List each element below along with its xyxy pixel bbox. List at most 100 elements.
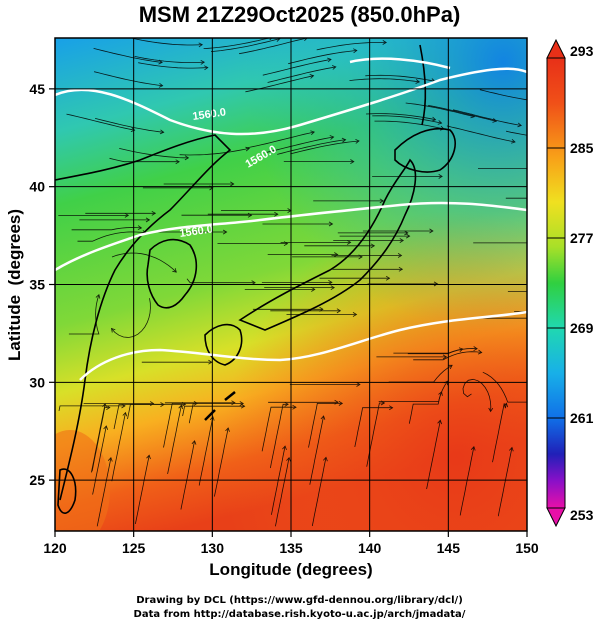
- streamline-arrow: [200, 59, 205, 65]
- streamline: [277, 139, 346, 155]
- streamline-arrow: [159, 129, 165, 135]
- streamline-arrow: [198, 42, 203, 48]
- streamline-arrow: [184, 155, 190, 161]
- streamline-arrow: [137, 225, 143, 231]
- streamline-arrow: [338, 401, 344, 406]
- streamline-arrow: [328, 280, 333, 285]
- honshu-coastline: [238, 158, 417, 331]
- streamline-arrow: [327, 57, 332, 63]
- streamline: [246, 131, 315, 149]
- streamline-arrow: [145, 217, 151, 223]
- streamline: [316, 42, 387, 51]
- streamline-arrow: [442, 354, 448, 360]
- streamline-arrow: [346, 240, 352, 245]
- streamline: [71, 227, 142, 231]
- streamline: [68, 294, 100, 335]
- streamline-arrow: [379, 198, 384, 204]
- colorbar: 293 285 277 269 261 253: [546, 38, 594, 528]
- streamline: [203, 38, 271, 49]
- streamline: [413, 351, 482, 361]
- streamline-arrow: [488, 407, 494, 413]
- streamline-arrow: [404, 230, 409, 236]
- streamline: [452, 109, 522, 126]
- streamline: [135, 455, 150, 524]
- lat-tick-label: 45: [29, 81, 45, 97]
- streamline-arrow: [208, 359, 213, 365]
- y-axis-title: Latitude (degrees): [5, 209, 24, 361]
- streamline: [482, 371, 527, 403]
- streamline-arrow: [231, 400, 236, 406]
- streamline-arrow: [122, 411, 128, 417]
- streamline-arrow: [311, 286, 316, 292]
- colorbar-label: 253: [570, 507, 594, 523]
- streamline-arrow: [282, 445, 287, 451]
- streamline-arrow: [353, 48, 358, 54]
- streamline: [210, 38, 280, 52]
- ryukyu-islands: [204, 391, 236, 421]
- streamline-arrow: [356, 382, 361, 387]
- streamline-arrow: [331, 65, 337, 70]
- streamline-arrow: [158, 82, 164, 88]
- lon-tick-label: 150: [515, 540, 539, 556]
- colorbar-bottom-arrow: [546, 507, 566, 528]
- streamline-arrow: [437, 120, 443, 125]
- streamline: [94, 71, 163, 87]
- lat-tick-label: 35: [29, 277, 45, 293]
- colorbar-label: 293: [570, 43, 594, 59]
- streamline-arrow: [575, 290, 578, 294]
- streamline: [270, 403, 289, 469]
- taiwan-coastline: [57, 468, 77, 514]
- streamline: [446, 125, 516, 143]
- streamline-arrow: [209, 416, 215, 421]
- streamline: [66, 113, 135, 131]
- lat-tick-label: 30: [29, 374, 45, 390]
- streamline-arrow: [398, 266, 404, 272]
- streamline-arrow: [309, 74, 315, 79]
- colorbar-label: 261: [570, 410, 594, 426]
- streamline: [180, 440, 195, 510]
- streamline: [167, 405, 182, 474]
- streamline: [96, 457, 112, 527]
- longitude-axis: 120 125 130 135 140 145 150: [43, 531, 539, 556]
- streamline: [365, 74, 435, 82]
- streamline: [261, 406, 296, 452]
- streamline: [92, 425, 107, 495]
- lon-tick-label: 145: [437, 540, 461, 556]
- streamline-arrow: [572, 196, 575, 200]
- streamline-arrow: [146, 454, 151, 460]
- streamline-arrow: [405, 233, 411, 239]
- streamline-arrow: [477, 349, 483, 355]
- streamline-arrow: [304, 38, 308, 41]
- latitude-axis: 25 30 35 40 45: [29, 81, 55, 488]
- streamline-arrow: [239, 401, 244, 406]
- streamline-arrow: [158, 59, 163, 65]
- streamline: [354, 407, 393, 447]
- lon-tick-label: 135: [279, 540, 303, 556]
- streamline-arrow: [191, 440, 197, 445]
- streamline-arrow: [283, 241, 289, 247]
- hokkaido-coastline: [394, 127, 456, 173]
- streamline-arrow: [178, 404, 184, 410]
- lon-tick-label: 130: [201, 540, 225, 556]
- streamline: [374, 120, 444, 130]
- streamline: [378, 391, 442, 402]
- streamline-arrow: [341, 137, 347, 143]
- streamline: [91, 403, 106, 473]
- streamline: [405, 102, 475, 118]
- streamline: [214, 427, 229, 497]
- streamline-arrow: [458, 347, 464, 352]
- streamline: [309, 415, 324, 485]
- streamline-arrow: [334, 399, 339, 405]
- streamline-arrow: [121, 403, 126, 409]
- colorbar-label: 285: [570, 140, 594, 156]
- streamline: [132, 38, 203, 46]
- streamline-arrow: [110, 327, 116, 333]
- streamline: [179, 148, 250, 156]
- colorbar-label: 269: [570, 320, 594, 336]
- streamline-arrow: [415, 79, 421, 84]
- streamline-arrow: [124, 212, 130, 218]
- streamline-arrow: [193, 400, 199, 406]
- streamline-arrow: [292, 404, 297, 410]
- streamline-arrow: [130, 127, 136, 132]
- streamline: [506, 130, 527, 136]
